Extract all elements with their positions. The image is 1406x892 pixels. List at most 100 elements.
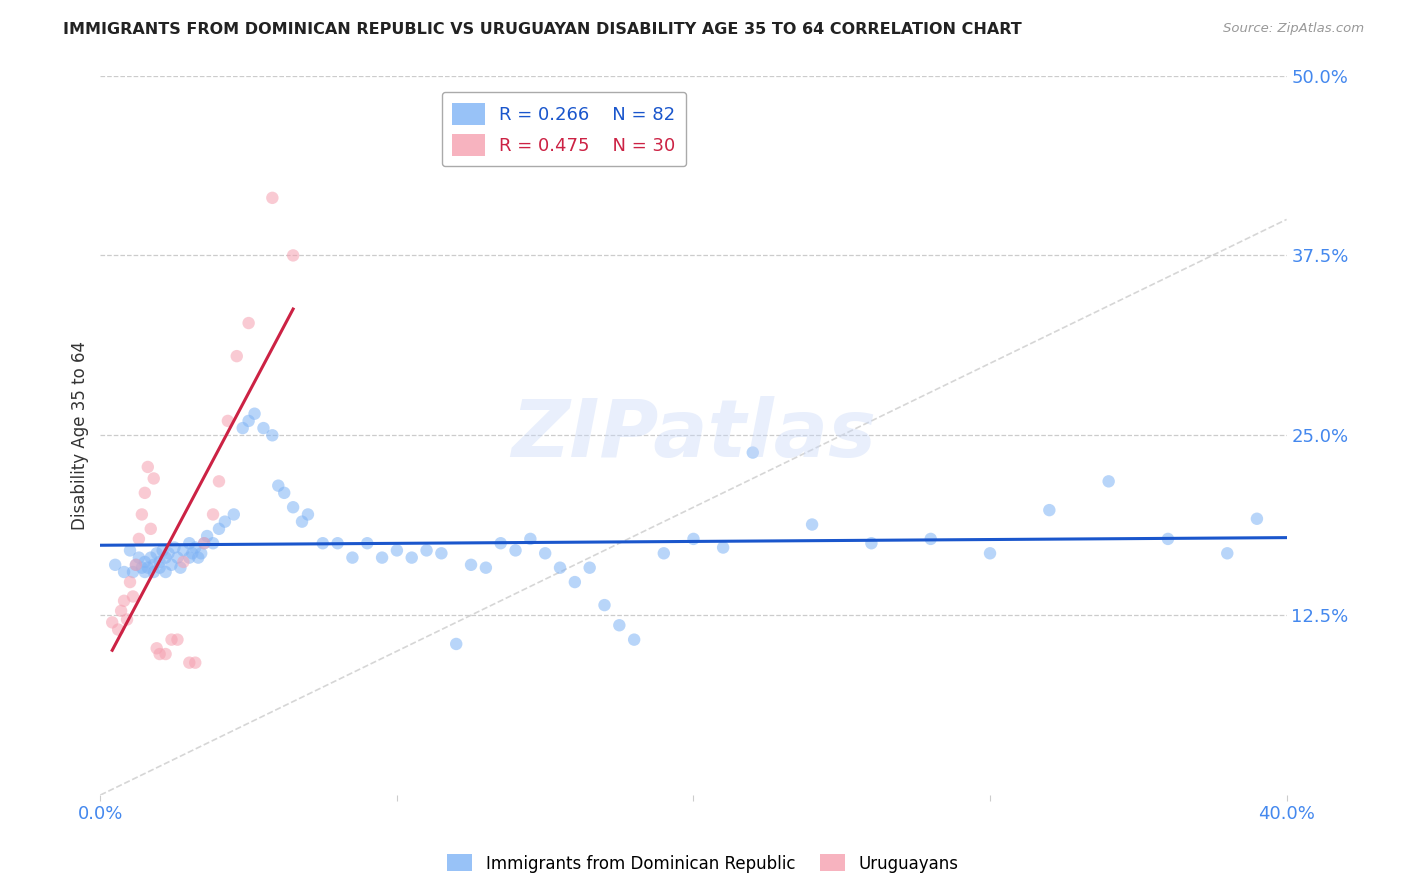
- Point: [149, 555, 172, 569]
- Point: [460, 558, 482, 572]
- Point: [139, 550, 162, 565]
- Point: [208, 522, 231, 536]
- Point: [281, 248, 304, 262]
- Point: [160, 558, 183, 572]
- Point: [152, 543, 174, 558]
- Point: [169, 560, 191, 574]
- Point: [163, 541, 186, 555]
- Point: [682, 532, 704, 546]
- Point: [125, 558, 148, 572]
- Point: [385, 543, 408, 558]
- Point: [291, 515, 314, 529]
- Point: [564, 575, 586, 590]
- Point: [281, 500, 304, 515]
- Point: [430, 546, 453, 560]
- Point: [128, 550, 150, 565]
- Point: [860, 536, 883, 550]
- Point: [238, 414, 260, 428]
- Point: [142, 565, 165, 579]
- Point: [222, 508, 245, 522]
- Point: [136, 560, 159, 574]
- Point: [652, 546, 675, 560]
- Point: [444, 637, 467, 651]
- Point: [232, 421, 254, 435]
- Point: [181, 546, 204, 560]
- Point: [475, 560, 498, 574]
- Point: [297, 508, 319, 522]
- Point: [101, 615, 124, 630]
- Point: [1216, 546, 1239, 560]
- Point: [122, 590, 145, 604]
- Point: [155, 550, 177, 565]
- Point: [115, 613, 138, 627]
- Point: [104, 558, 127, 572]
- Point: [149, 647, 172, 661]
- Point: [149, 560, 172, 574]
- Point: [489, 536, 512, 550]
- Point: [142, 558, 165, 572]
- Point: [172, 555, 194, 569]
- Point: [145, 546, 167, 560]
- Point: [1157, 532, 1180, 546]
- Point: [179, 656, 201, 670]
- Point: [262, 191, 284, 205]
- Point: [326, 536, 349, 550]
- Point: [184, 656, 207, 670]
- Point: [214, 515, 236, 529]
- Point: [578, 560, 600, 574]
- Text: IMMIGRANTS FROM DOMINICAN REPUBLIC VS URUGUAYAN DISABILITY AGE 35 TO 64 CORRELAT: IMMIGRANTS FROM DOMINICAN REPUBLIC VS UR…: [63, 22, 1022, 37]
- Point: [131, 560, 153, 574]
- Point: [623, 632, 645, 647]
- Point: [415, 543, 437, 558]
- Point: [139, 522, 162, 536]
- Point: [155, 647, 177, 661]
- Point: [607, 618, 630, 632]
- Point: [184, 541, 207, 555]
- Point: [179, 536, 201, 550]
- Point: [155, 565, 177, 579]
- Point: [548, 560, 571, 574]
- Legend: Immigrants from Dominican Republic, Uruguayans: Immigrants from Dominican Republic, Urug…: [440, 847, 966, 880]
- Point: [195, 529, 218, 543]
- Point: [1038, 503, 1060, 517]
- Text: Source: ZipAtlas.com: Source: ZipAtlas.com: [1223, 22, 1364, 36]
- Point: [134, 555, 156, 569]
- Point: [157, 546, 180, 560]
- Point: [593, 598, 616, 612]
- Point: [920, 532, 942, 546]
- Point: [160, 632, 183, 647]
- Point: [166, 550, 188, 565]
- Point: [118, 575, 141, 590]
- Point: [356, 536, 378, 550]
- Point: [741, 445, 763, 459]
- Point: [136, 459, 159, 474]
- Point: [118, 543, 141, 558]
- Point: [128, 532, 150, 546]
- Point: [166, 632, 188, 647]
- Point: [112, 565, 135, 579]
- Point: [979, 546, 1001, 560]
- Point: [801, 517, 824, 532]
- Point: [190, 546, 212, 560]
- Point: [342, 550, 364, 565]
- Point: [243, 407, 266, 421]
- Point: [134, 565, 156, 579]
- Point: [172, 543, 194, 558]
- Point: [1098, 475, 1121, 489]
- Point: [134, 486, 156, 500]
- Point: [145, 641, 167, 656]
- Point: [534, 546, 557, 560]
- Point: [112, 594, 135, 608]
- Point: [202, 508, 225, 522]
- Point: [711, 541, 734, 555]
- Point: [125, 558, 148, 572]
- Point: [122, 565, 145, 579]
- Point: [252, 421, 274, 435]
- Point: [193, 536, 215, 550]
- Point: [217, 414, 239, 428]
- Point: [187, 550, 209, 565]
- Point: [238, 316, 260, 330]
- Point: [142, 471, 165, 485]
- Point: [505, 543, 527, 558]
- Point: [1246, 512, 1268, 526]
